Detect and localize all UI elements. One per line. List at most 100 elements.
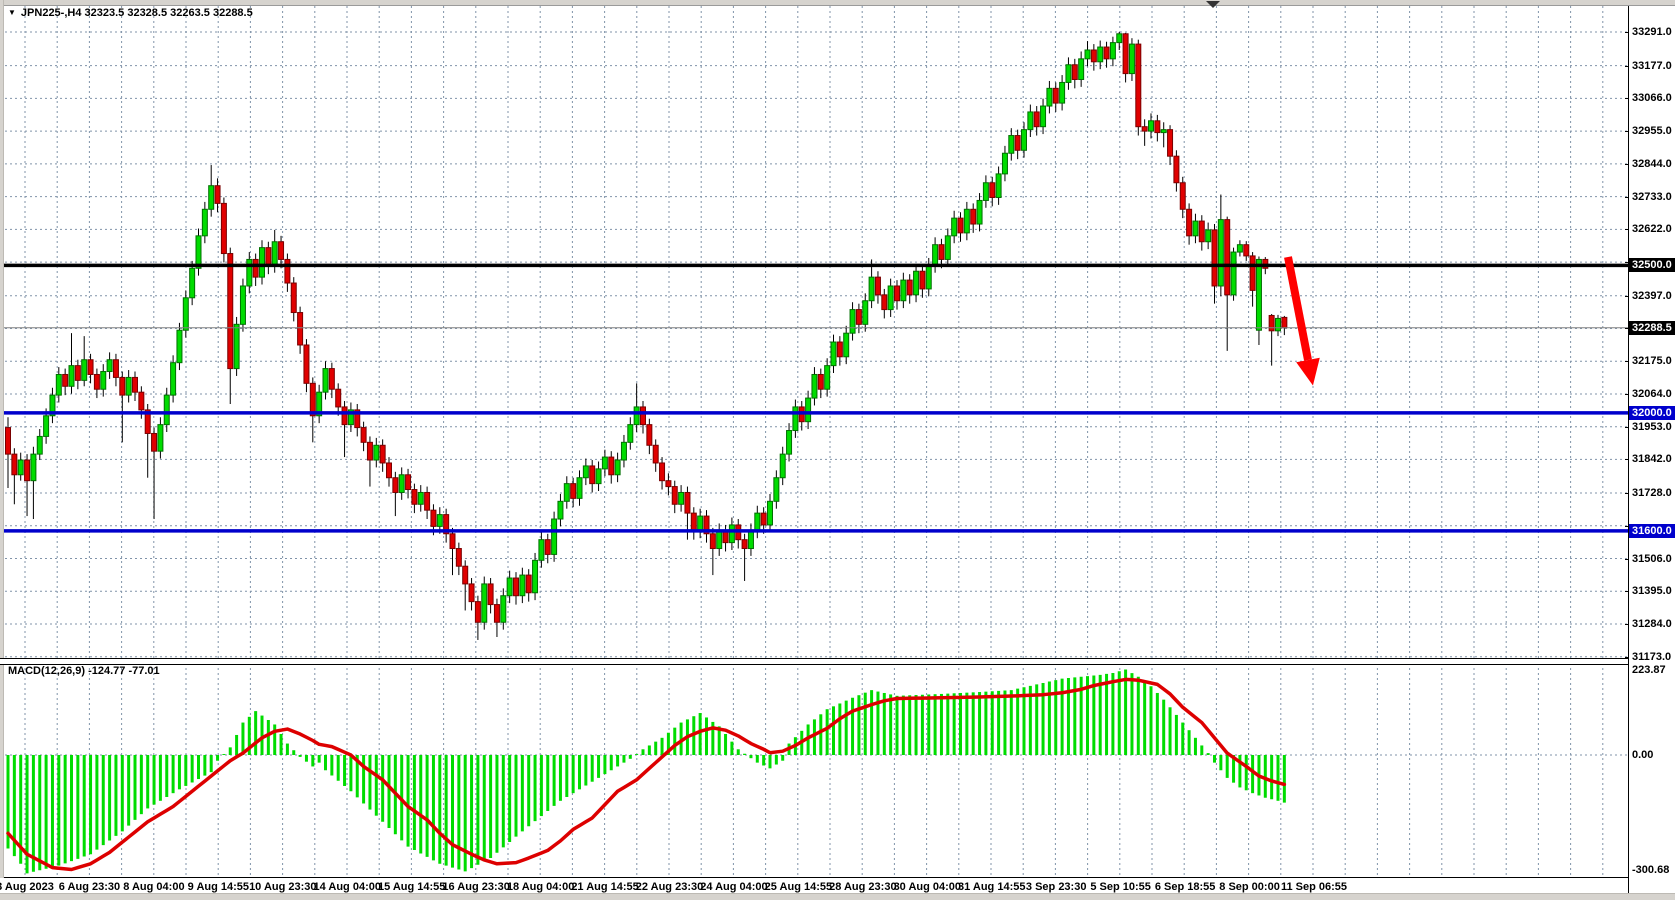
candle-bull — [767, 500, 773, 526]
chart-shift-marker-icon[interactable] — [1206, 1, 1220, 8]
candle-bull — [201, 208, 208, 237]
candle-bear — [144, 409, 151, 434]
candle-bear — [1052, 87, 1059, 104]
candle-bull — [100, 371, 107, 390]
candle-bear — [138, 391, 145, 411]
price-tick — [1625, 296, 1629, 297]
candle-bear — [1224, 219, 1231, 296]
price-tick — [1625, 32, 1629, 33]
candle-bear — [1281, 316, 1288, 329]
price-tick-label: 33066.0 — [1632, 92, 1672, 104]
candle-bull — [563, 483, 570, 502]
candle-bull — [239, 285, 246, 325]
symbol-dropdown-icon[interactable]: ▼ — [8, 8, 16, 17]
time-axis-label: 10 Aug 23:30 — [249, 881, 317, 893]
candle-bull — [157, 424, 164, 452]
candle-bear — [290, 282, 297, 314]
macd-tick-label: 0.00 — [1632, 749, 1654, 761]
panel-splitter[interactable] — [0, 658, 1628, 665]
candle-bear — [430, 509, 437, 527]
candle-bull — [849, 309, 856, 334]
candle-bull — [417, 491, 424, 505]
candle-bull — [805, 397, 812, 423]
candle-bull — [843, 332, 850, 358]
candle-bear — [544, 539, 551, 555]
time-axis-label: 16 Aug 23:30 — [442, 881, 510, 893]
price-tick — [1625, 493, 1629, 494]
candle-bear — [938, 244, 945, 260]
price-tick-label: 32955.0 — [1632, 125, 1672, 137]
price-tick-label: 33291.0 — [1632, 26, 1672, 38]
candle-bear — [112, 359, 119, 378]
candle-bear — [1141, 126, 1148, 132]
candle-bear — [278, 241, 285, 260]
candle-bull — [81, 359, 88, 381]
candle-bear — [265, 247, 272, 266]
candle-bull — [55, 373, 62, 396]
candle-bear — [1154, 120, 1161, 134]
candle-bull — [811, 373, 818, 399]
candle-bear — [855, 309, 862, 325]
candle-bull — [963, 208, 970, 234]
candle-bull — [176, 329, 183, 364]
candle-bull — [259, 247, 265, 278]
candle-bear — [703, 515, 710, 535]
price-axis-scale[interactable]: 33291.0 33177.0 33066.0 32955.0 32844.0 32733… — [1625, 0, 1675, 900]
candle-bull — [1160, 129, 1167, 134]
candle-bear — [970, 208, 977, 225]
candle-bear — [1173, 155, 1180, 184]
candle-bull — [125, 376, 132, 396]
candle-bull — [36, 435, 43, 455]
symbol-ohlc-title: JPN225-,H4 32323.5 32328.5 32263.5 32288… — [20, 7, 253, 19]
candle-bull — [170, 362, 177, 396]
macd-indicator-label: MACD(12,26,9) -124.77 -77.01 — [8, 665, 160, 677]
candle-bear — [468, 583, 475, 603]
trend-arrow-shaft[interactable] — [1284, 256, 1312, 361]
candle-bull — [106, 359, 113, 373]
price-tick — [1625, 197, 1629, 198]
candle-bull — [436, 514, 443, 527]
candle-bear — [455, 548, 462, 567]
candle-bull — [1109, 42, 1116, 60]
chart-title: ▼ JPN225-,H4 32323.5 32328.5 32263.5 322… — [8, 7, 253, 19]
candle-bear — [1211, 229, 1218, 287]
macd-tick-label: -300.68 — [1632, 864, 1670, 876]
candle-bear — [894, 285, 900, 302]
candle-bull — [620, 441, 627, 461]
candle-bull — [347, 409, 354, 426]
candle-bear — [360, 427, 367, 443]
candle-bull — [792, 406, 799, 432]
price-tick — [1625, 394, 1629, 395]
candle-bear — [690, 512, 697, 532]
macd-signal-line — [6, 677, 1287, 872]
time-axis-label: 8 Aug 04:00 — [123, 881, 185, 893]
candle-bull — [538, 539, 545, 561]
candle-bear — [62, 373, 69, 387]
price-tick-label: 32622.0 — [1632, 223, 1672, 235]
candle-bear — [386, 462, 392, 479]
candle-bull — [316, 391, 323, 417]
candle-bull — [208, 185, 215, 210]
candle-bear — [462, 565, 469, 585]
candle-bear — [379, 444, 386, 464]
price-tick — [1625, 262, 1629, 263]
candle-bull — [1065, 64, 1072, 83]
candle-bull — [1148, 120, 1154, 132]
candle-bull — [678, 491, 685, 505]
candle-bear — [1186, 208, 1193, 237]
candle-bull — [1236, 244, 1243, 253]
candle-bear — [881, 294, 888, 311]
price-tick — [1625, 98, 1629, 99]
candle-bull — [951, 217, 958, 237]
candle-bear — [24, 459, 31, 482]
trend-arrow-head[interactable] — [1296, 357, 1320, 386]
time-axis-scale[interactable]: 3 Aug 2023 6 Aug 23:30 8 Aug 04:00 9 Aug 14… — [0, 878, 1628, 893]
price-tick — [1625, 427, 1629, 428]
candle-bear — [227, 253, 234, 370]
price-tick — [1625, 164, 1629, 165]
candle-bear — [354, 409, 361, 429]
candle-bull — [900, 279, 907, 302]
candle-bull — [1275, 317, 1281, 332]
